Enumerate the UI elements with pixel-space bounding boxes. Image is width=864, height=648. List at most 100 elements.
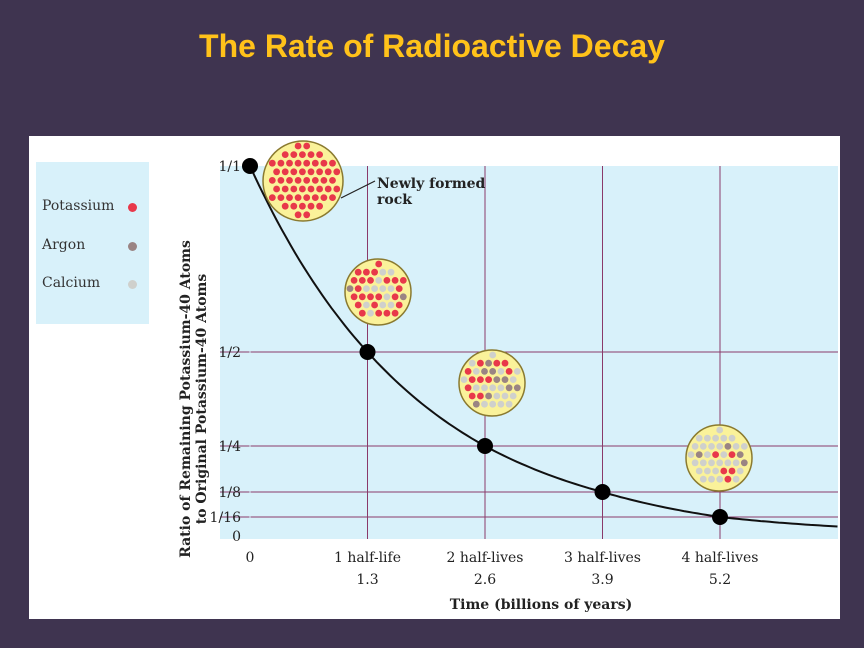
atom-dot [299, 202, 306, 210]
atom-dot [712, 451, 719, 458]
atom-dot [277, 194, 285, 201]
atom-dot [290, 202, 298, 210]
atom-dot [493, 392, 501, 400]
slide-title: The Rate of Radioactive Decay [199, 28, 665, 64]
atom-dot [307, 185, 315, 193]
atom-dot [363, 285, 370, 292]
atom-dot [290, 185, 298, 193]
annotation-text-line2: rock [377, 192, 412, 208]
atom-dot [468, 376, 476, 383]
atom-dot [728, 451, 736, 458]
atom-dot [493, 359, 501, 367]
data-point [712, 509, 728, 525]
atom-dot [387, 268, 395, 276]
atom-dot [375, 293, 383, 301]
atom-dot [268, 194, 276, 201]
atom-dot [497, 384, 505, 392]
atom-dot [468, 392, 476, 400]
atom-dot [740, 443, 748, 450]
rock-sample [458, 349, 526, 417]
atom-dot [695, 434, 703, 442]
atom-dot [358, 293, 366, 301]
atom-dot [367, 309, 374, 317]
atom-dot [395, 301, 403, 309]
data-point [242, 158, 258, 174]
atom-dot [695, 467, 703, 475]
legend-item-potassium: Potassium [42, 198, 114, 214]
atom-dot [371, 301, 378, 309]
atom-dot [736, 451, 744, 458]
atom-dot [736, 467, 744, 475]
atom-dot [294, 194, 302, 201]
legend-item-argon: Argon [42, 237, 85, 253]
atom-dot [277, 159, 285, 167]
y-tick-label: 1/1 [218, 159, 241, 175]
atom-dot [294, 159, 302, 167]
atom-dot [307, 202, 315, 210]
atom-dot [383, 309, 391, 317]
atom-dot [268, 159, 276, 167]
atom-dot [363, 301, 370, 309]
x-tick-sublabel: 2.6 [474, 572, 496, 588]
atom-dot [273, 185, 280, 193]
atom-dot [708, 475, 715, 483]
atom-dot [740, 459, 748, 467]
atom-dot [383, 277, 391, 284]
atom-dot [299, 151, 306, 158]
atom-dot [281, 151, 289, 158]
y-axis-label: Ratio of Remaining Potassium-40 Atoms [178, 240, 194, 558]
legend-label: Calcium [42, 275, 101, 291]
atom-dot [395, 285, 403, 292]
atom-dot [379, 301, 387, 309]
atom-dot [391, 293, 399, 301]
data-point [359, 344, 376, 360]
atom-dot [509, 392, 517, 400]
atom-dot [687, 451, 695, 458]
legend-swatch-argon [128, 242, 137, 251]
x-tick-label: 4 half-lives [682, 550, 759, 566]
atom-dot [299, 185, 306, 193]
atom-dot [329, 177, 336, 184]
atom-dot [303, 159, 311, 167]
atom-dot [303, 142, 311, 150]
atom-dot [399, 277, 407, 284]
atom-dot [505, 368, 513, 375]
atom-dot [472, 384, 480, 392]
atom-dot [307, 151, 315, 158]
atom-dot [391, 277, 399, 284]
atom-dot [286, 159, 293, 167]
data-point [594, 484, 611, 500]
atom-dot [354, 301, 362, 309]
atom-dot [320, 159, 328, 167]
atom-dot [477, 392, 484, 400]
atom-dot [489, 400, 497, 408]
atom-dot [699, 475, 707, 483]
atom-dot [691, 459, 699, 467]
atom-dot [712, 467, 719, 475]
atom-dot [290, 151, 298, 158]
atom-dot [485, 359, 492, 367]
atom-dot [303, 211, 311, 219]
atom-dot [387, 285, 395, 292]
atom-dot [303, 177, 311, 184]
legend-label: Potassium [42, 198, 115, 214]
atom-dot [324, 185, 332, 193]
atom-dot [329, 194, 336, 201]
atom-dot [346, 285, 354, 292]
atom-dot [497, 368, 505, 375]
atom-dot [320, 177, 328, 184]
x-tick-sublabel: 5.2 [709, 572, 731, 588]
atom-dot [699, 443, 707, 450]
atom-dot [505, 384, 513, 392]
annotation-text: Newly formed [377, 176, 486, 192]
x-tick-label: 0 [246, 550, 255, 566]
atom-dot [316, 151, 323, 158]
atom-dot [481, 384, 488, 392]
y-tick-label: 1/16 [210, 510, 242, 526]
legend-item-calcium: Calcium [42, 275, 100, 291]
atom-dot [489, 368, 497, 375]
atom-dot [281, 168, 289, 176]
atom-dot [464, 368, 472, 375]
y-tick-label: 1/2 [218, 345, 241, 361]
atom-dot [732, 459, 740, 467]
